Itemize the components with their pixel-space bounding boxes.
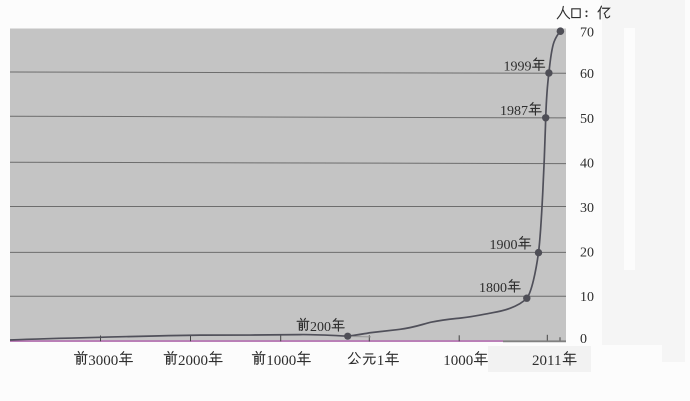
svg-text:60: 60	[580, 67, 594, 82]
svg-text:1: 1	[377, 353, 385, 369]
svg-text:2000: 2000	[178, 353, 208, 369]
svg-text:40: 40	[580, 156, 594, 171]
svg-text:50: 50	[580, 112, 594, 127]
svg-text:3000: 3000	[88, 353, 118, 369]
svg-text:1987: 1987	[500, 104, 528, 119]
svg-text:2011: 2011	[532, 353, 561, 369]
svg-text:1999: 1999	[504, 59, 532, 74]
svg-text:1800: 1800	[479, 281, 507, 296]
svg-text:10: 10	[580, 290, 594, 305]
svg-text:1000: 1000	[443, 353, 473, 369]
svg-text:1900: 1900	[490, 238, 518, 253]
svg-text:200: 200	[310, 320, 331, 335]
svg-text:30: 30	[580, 201, 594, 216]
svg-text:0: 0	[580, 332, 587, 347]
svg-text:1000: 1000	[266, 353, 296, 369]
svg-text:20: 20	[580, 245, 594, 260]
svg-text:70: 70	[580, 26, 594, 41]
